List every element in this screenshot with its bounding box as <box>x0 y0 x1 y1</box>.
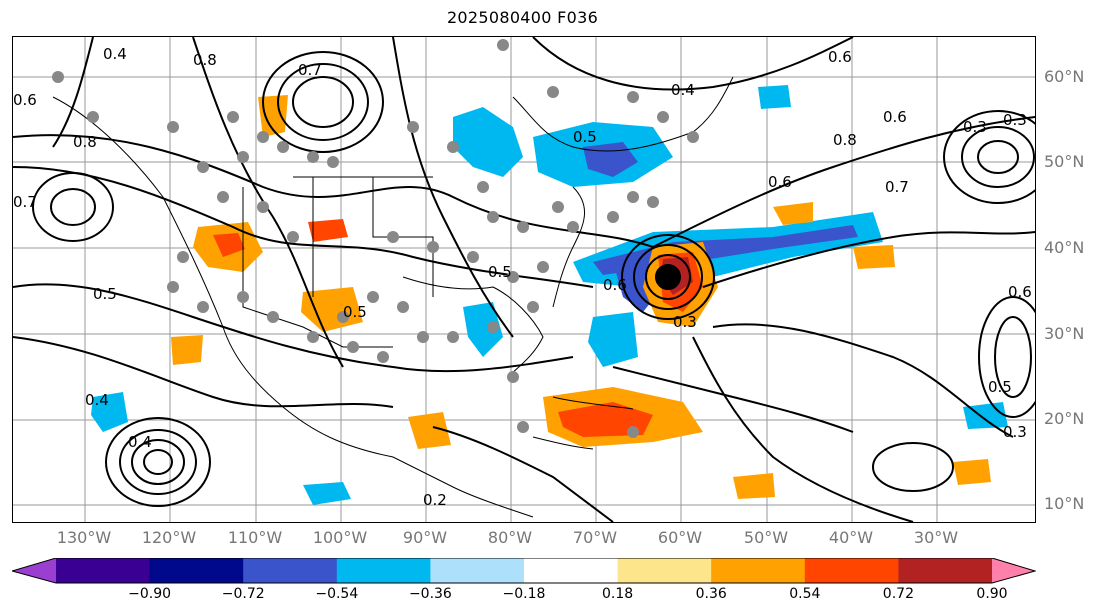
blue-area-north <box>758 85 791 109</box>
map-panel: 0.4 0.8 0.6 0.7 0.8 0.3 0.5 0.6 0.4 0.5 … <box>12 36 1036 523</box>
contour-labels: 0.4 0.8 0.6 0.7 0.8 0.3 0.5 0.6 0.4 0.5 … <box>13 45 1032 509</box>
contour-label: 0.3 <box>673 313 697 331</box>
colorbar-cell <box>430 558 525 583</box>
contour-high-north <box>292 76 354 128</box>
contour-pacific-low <box>143 449 173 475</box>
colorbar-tick-label: −0.90 <box>128 586 172 602</box>
lon-label-100w: 100°W <box>312 528 368 547</box>
lat-label-50n: 50°N <box>1044 152 1085 171</box>
colorbar-cell <box>617 558 712 583</box>
contour-label: 0.4 <box>85 391 109 409</box>
colorbar <box>12 558 1036 584</box>
colorbar-tick-label: 0.72 <box>882 586 914 602</box>
orange-area-gulf <box>408 412 451 449</box>
lat-label-10n: 10°N <box>1044 494 1085 513</box>
graticule <box>13 37 1035 522</box>
blue-area-mexico <box>303 482 351 505</box>
contour-label: 0.6 <box>883 108 907 126</box>
orange-area-central-atl <box>853 245 895 269</box>
contour-label: 0.7 <box>885 178 909 196</box>
blue-area-pacific <box>91 392 128 432</box>
contour-label: 0.8 <box>833 131 857 149</box>
lon-label-130w: 130°W <box>56 528 112 547</box>
contour-lines <box>13 37 1035 522</box>
contour-label: 0.6 <box>13 91 37 109</box>
contour-label: 0.7 <box>298 61 322 79</box>
contour-label: 0.6 <box>768 173 792 191</box>
lat-label-30n: 30°N <box>1044 324 1085 343</box>
blue-area-greatlakes <box>453 107 523 177</box>
contour-label: 0.4 <box>103 45 127 63</box>
contour-label: 0.8 <box>73 133 97 151</box>
orange-area-colorado <box>308 219 348 242</box>
blue-area-east <box>963 402 1008 429</box>
contour-label: 0.5 <box>573 128 597 146</box>
contour-label: 0.6 <box>828 48 852 66</box>
contour-label: 0.5 <box>988 378 1012 396</box>
lat-label-60n: 60°N <box>1044 67 1085 86</box>
orange-area-pacific <box>171 335 203 365</box>
lat-label-40n: 40°N <box>1044 238 1085 257</box>
colorbar-tick-label: 0.36 <box>695 586 727 602</box>
colorbar-tick-label: −0.54 <box>315 586 359 602</box>
lon-label-90w: 90°W <box>402 528 448 547</box>
contour-label: 0.7 <box>13 193 37 211</box>
orange-area-atlantic-ne <box>773 202 813 225</box>
colorbar-cell <box>149 558 244 583</box>
colorbar-cell <box>711 558 806 583</box>
map-title: 2025080400 F036 <box>446 8 599 27</box>
red-area-rockies <box>213 233 245 257</box>
blue-area-gulf <box>463 302 503 357</box>
lon-label-120w: 120°W <box>141 528 197 547</box>
lat-label-20n: 20°N <box>1044 409 1085 428</box>
colorbar-cell <box>243 558 338 583</box>
colorbar-tick-label: −0.36 <box>408 586 452 602</box>
map-canvas: 0.4 0.8 0.6 0.7 0.8 0.3 0.5 0.6 0.4 0.5 … <box>13 37 1035 522</box>
colorbar-tick-label: −0.72 <box>221 586 265 602</box>
contour-label: 0.5 <box>488 263 512 281</box>
colorbar-cell <box>898 558 993 583</box>
blue-area-south <box>588 312 638 367</box>
contour-atl-high <box>872 442 954 492</box>
lon-label-50w: 50°W <box>743 528 789 547</box>
colorbar-extend-low <box>12 558 56 583</box>
orange-area-idaho <box>258 95 288 137</box>
contour-label: 0.3 <box>1003 423 1027 441</box>
lon-label-30w: 30°W <box>913 528 959 547</box>
contour-label: 0.5 <box>343 303 367 321</box>
colorbar-cell <box>56 558 151 583</box>
contour-label: 0.2 <box>423 491 447 509</box>
lon-label-110w: 110°W <box>227 528 283 547</box>
colorbar-extend-high <box>992 558 1035 583</box>
orange-area-east <box>953 459 991 485</box>
contour-label: 0.3 <box>963 118 987 136</box>
colorbar-tick-label: 0.54 <box>789 586 821 602</box>
colorbar-cell <box>336 558 431 583</box>
contour-label: 0.4 <box>128 433 152 451</box>
contour-label: 0.4 <box>671 81 695 99</box>
lon-label-70w: 70°W <box>572 528 618 547</box>
colorbar-tick-label: 0.18 <box>602 586 634 602</box>
colorbar-cell <box>804 558 899 583</box>
colorbar-cell <box>524 558 619 583</box>
terrain-dots <box>52 39 699 438</box>
contour-cyclone <box>655 264 681 290</box>
contour-label: 0.3 <box>1003 111 1027 129</box>
contour-label: 0.8 <box>193 51 217 69</box>
contour-east-high <box>977 140 1019 174</box>
lon-label-40w: 40°W <box>828 528 874 547</box>
contour-west-high <box>50 188 96 226</box>
contour-east-low <box>994 316 1032 398</box>
colorbar-cells <box>12 558 1035 583</box>
contour-label: 0.5 <box>93 285 117 303</box>
colorbar-tick-label: 0.90 <box>976 586 1008 602</box>
shaded-fields <box>91 85 1008 505</box>
contour-label: 0.6 <box>1008 283 1032 301</box>
orange-area-south-atl <box>733 473 775 499</box>
contour-label: 0.6 <box>603 276 627 294</box>
lon-label-60w: 60°W <box>657 528 703 547</box>
colorbar-tick-label: −0.18 <box>502 586 546 602</box>
lon-label-80w: 80°W <box>487 528 533 547</box>
coastlines <box>52 76 734 518</box>
